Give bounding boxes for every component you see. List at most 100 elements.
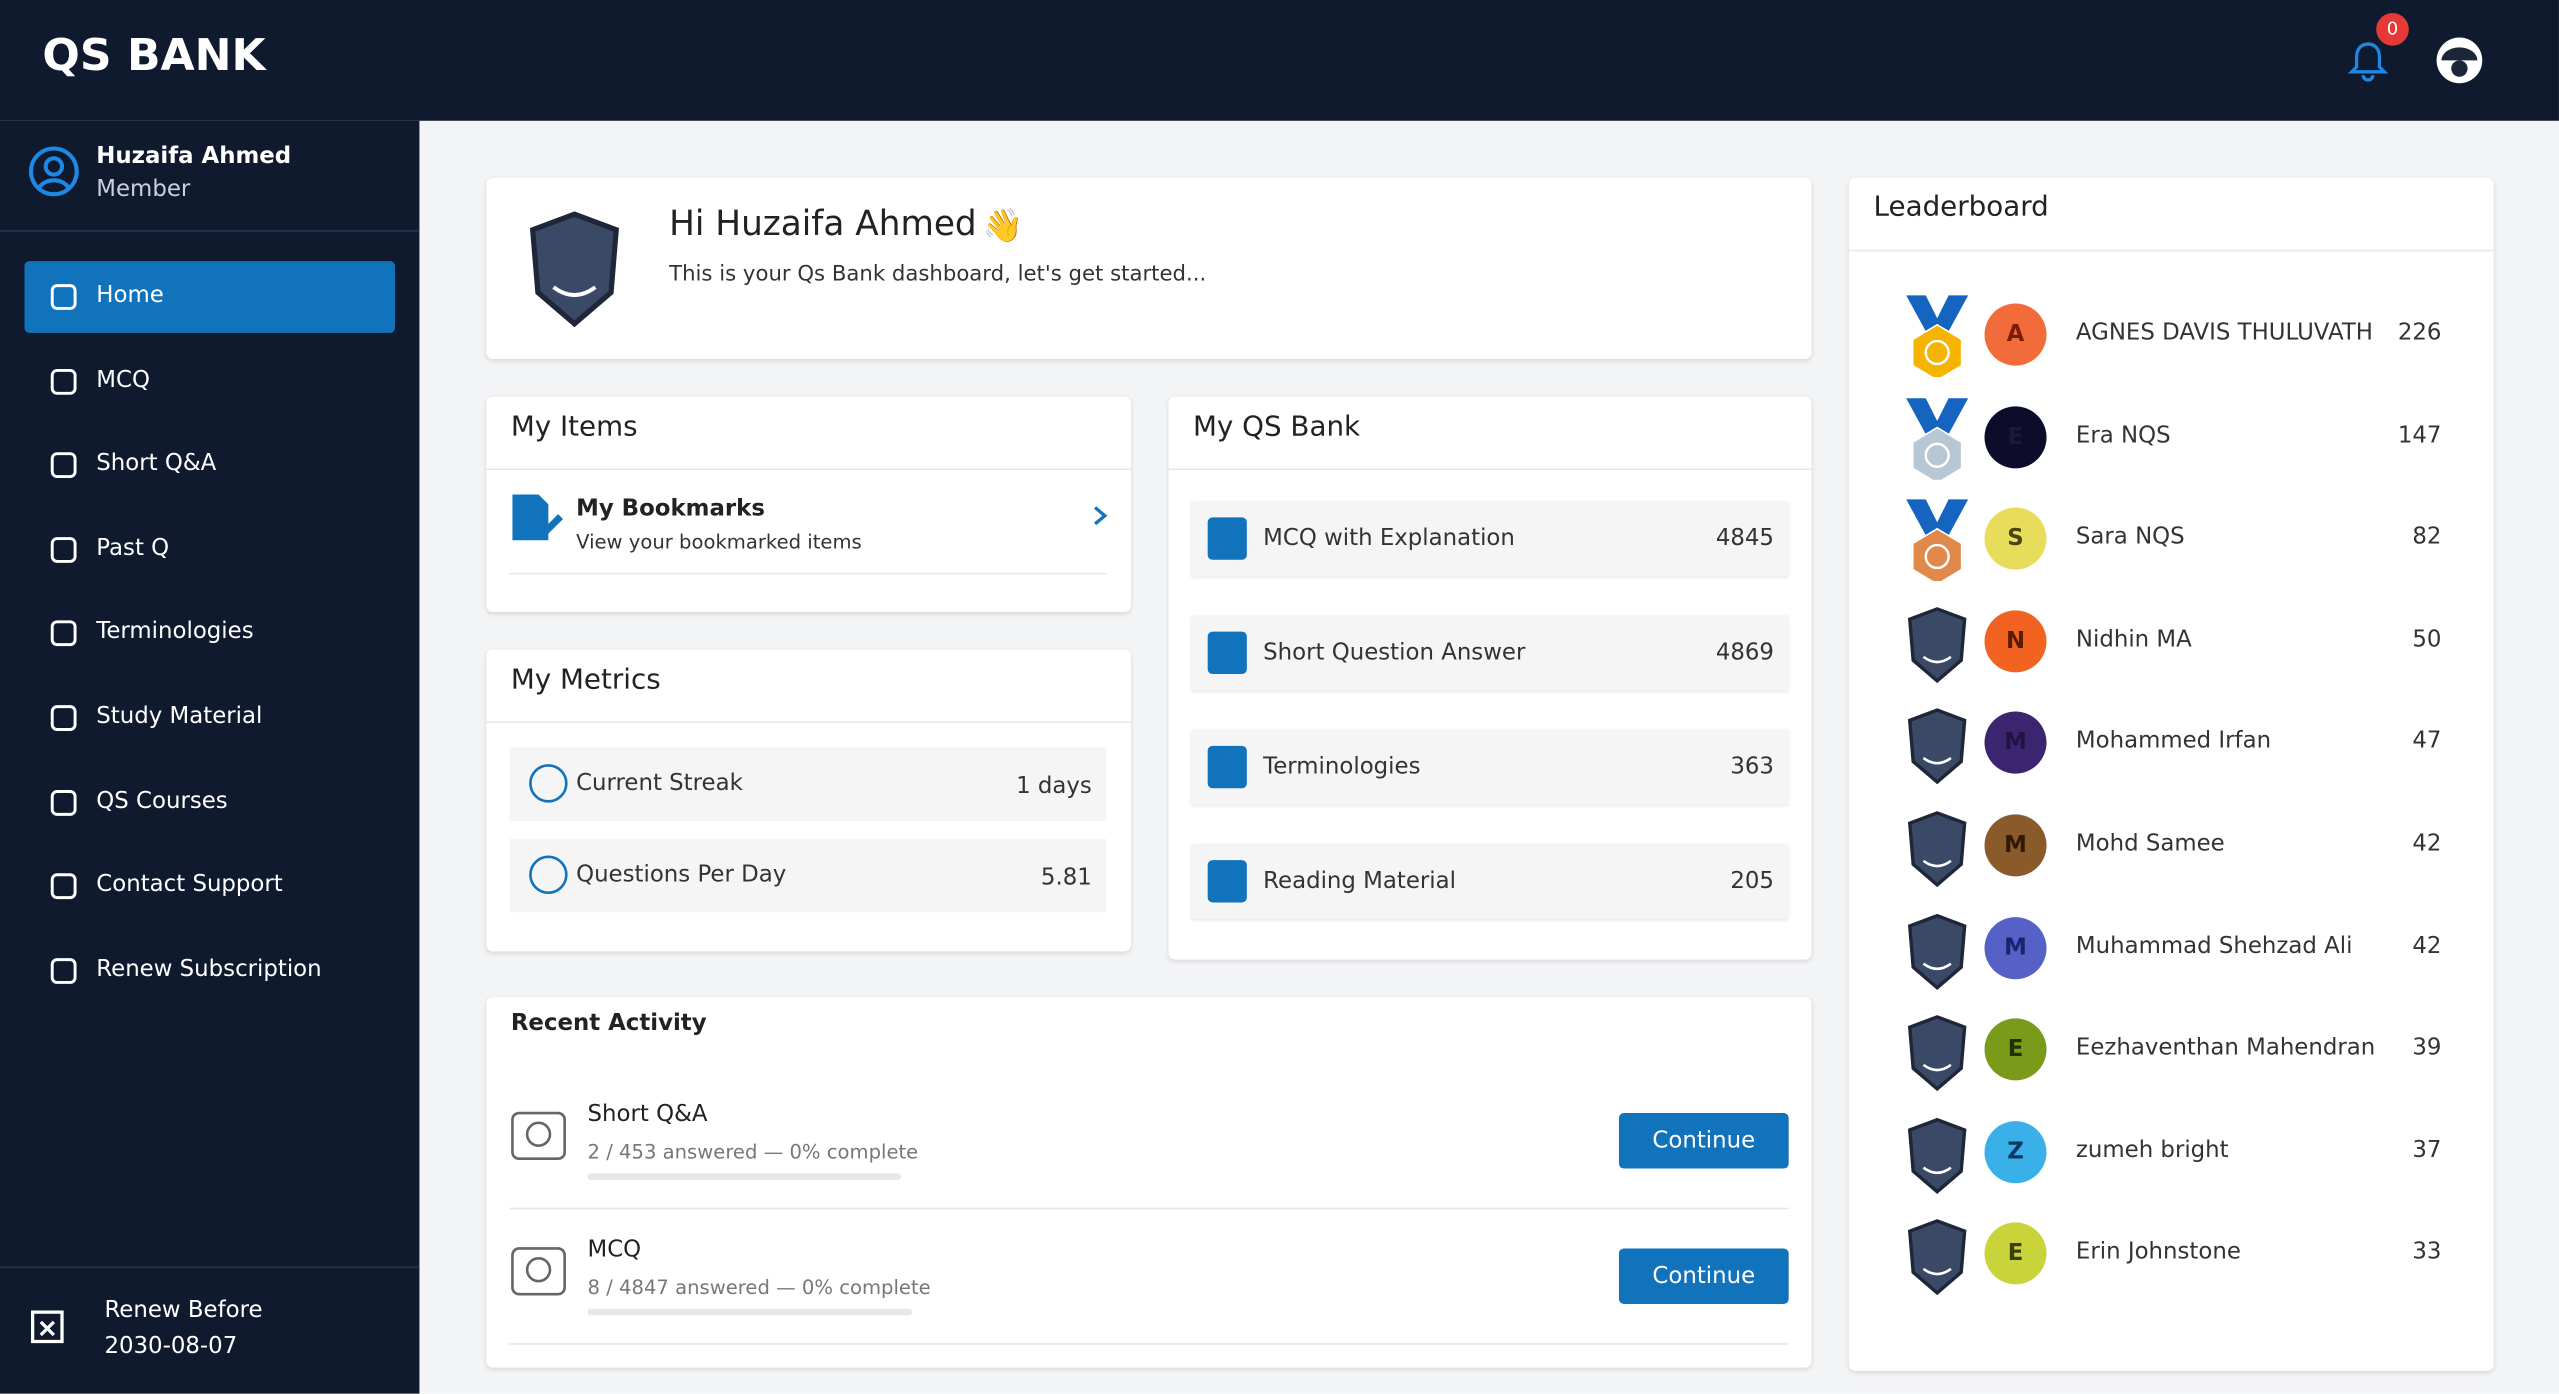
avatar: M: [1984, 814, 2047, 877]
leader-score: 37: [2412, 1137, 2442, 1164]
card-title: Recent Activity: [510, 1010, 707, 1037]
divider: [0, 230, 420, 232]
divider: [486, 721, 1131, 723]
avatar: N: [1984, 610, 2047, 673]
activity-title: Short Q&A: [587, 1101, 708, 1128]
bank-label: Reading Material: [1263, 868, 1456, 895]
metric-label: Current Streak: [576, 770, 743, 797]
medal: [1906, 397, 1969, 480]
nav-icon: [50, 452, 77, 479]
leader-name: Mohd Samee: [2075, 830, 2225, 857]
metric-row: [509, 838, 1107, 913]
progress-track: [587, 1173, 901, 1180]
welcome-subtitle: This is your Qs Bank dashboard, let's ge…: [669, 262, 1207, 288]
nav-item[interactable]: Terminologies: [96, 619, 254, 646]
leader-name: Mohammed Irfan: [2075, 728, 2272, 755]
leader-name: AGNES DAVIS THULUVATH: [2075, 319, 2373, 346]
bank-icon: [1207, 631, 1247, 675]
divider: [509, 572, 1107, 575]
user-name: Huzaifa Ahmed: [96, 143, 292, 170]
continue-button[interactable]: Continue: [1618, 1248, 1789, 1304]
avatar: E: [1984, 405, 2047, 468]
card-title: My Metrics: [510, 664, 661, 697]
leader-name: Sara NQS: [2075, 524, 2185, 551]
bank-row: [1191, 729, 1789, 805]
item-title: My Bookmarks: [576, 496, 765, 523]
shield-badge: [1907, 606, 1967, 683]
calendar-icon: [31, 1310, 64, 1344]
divider: [486, 468, 1131, 471]
activity-card: [486, 997, 1812, 1368]
shield-badge: [1907, 708, 1967, 785]
leader-name: Muhammad Shehzad Ali: [2075, 932, 2353, 959]
shield-badge: [1907, 1219, 1967, 1296]
leader-score: 33: [2412, 1239, 2442, 1266]
leader-name: Era NQS: [2075, 422, 2171, 449]
item-subtitle: View your bookmarked items: [576, 530, 862, 554]
card-title: My Items: [510, 411, 638, 444]
top-bar: [0, 0, 2559, 121]
metric-icon: [529, 855, 568, 895]
user-avatar: [2436, 37, 2483, 84]
activity-icon: [511, 1111, 566, 1161]
nav-active: [24, 261, 395, 333]
divider: [1168, 468, 1812, 471]
continue-button[interactable]: Continue: [1618, 1113, 1789, 1169]
card-title: My QS Bank: [1192, 411, 1361, 444]
user-role: Member: [96, 176, 191, 203]
nav-item[interactable]: QS Courses: [96, 787, 228, 814]
leader-score: 42: [2412, 932, 2442, 959]
shield-badge: [1907, 913, 1967, 990]
nav-item[interactable]: Past Q: [96, 534, 170, 562]
renew-label: Renew Before: [104, 1297, 263, 1324]
shield-badge: [529, 211, 620, 328]
nav-icon: [50, 620, 77, 647]
leader-name: Erin Johnstone: [2075, 1239, 2241, 1266]
nav-icon: [50, 284, 77, 310]
items-card: [486, 396, 1131, 612]
metric-label: Questions Per Day: [576, 861, 787, 888]
sidebar: [0, 120, 420, 1394]
avatar: E: [1984, 1223, 2047, 1286]
bank-row: [1191, 501, 1789, 577]
shield-badge: [1907, 811, 1967, 888]
nav-item[interactable]: MCQ: [96, 366, 150, 393]
avatar: E: [1984, 1018, 2047, 1081]
leader-score: 39: [2412, 1034, 2442, 1062]
bell-icon: [2347, 42, 2389, 82]
metric-icon: [529, 764, 568, 803]
divider: [0, 1266, 420, 1269]
leader-score: 226: [2397, 319, 2442, 346]
user-icon: [28, 146, 79, 197]
bank-value: 4869: [1715, 639, 1774, 666]
bank-icon: [1207, 517, 1247, 560]
activity-progress: 2 / 453 answered — 0% complete: [587, 1140, 919, 1164]
nav-item[interactable]: Renew Subscription: [96, 956, 322, 983]
avatar: A: [1984, 303, 2047, 366]
shield-badge: [1907, 1015, 1967, 1092]
nav-item[interactable]: Short Q&A: [96, 450, 217, 477]
bank-label: Terminologies: [1263, 753, 1421, 781]
metric-value: 5.81: [1040, 864, 1092, 892]
leader-name: Nidhin MA: [2075, 626, 2192, 653]
medal: [1906, 295, 1969, 377]
nav-item[interactable]: Study Material: [96, 703, 263, 730]
leader-score: 50: [2412, 626, 2442, 653]
nav-item[interactable]: Contact Support: [96, 871, 283, 898]
nav-icon: [50, 957, 77, 984]
bank-value: 363: [1730, 753, 1774, 781]
nav-item[interactable]: Home: [96, 282, 164, 309]
medal: [1906, 499, 1969, 582]
avatar: M: [1984, 916, 2047, 979]
bank-value: 205: [1730, 868, 1774, 895]
bank-row: [1191, 843, 1789, 919]
nav-icon: [50, 705, 77, 731]
card-title: Leaderboard: [1873, 190, 2049, 224]
leader-score: 47: [2412, 728, 2442, 755]
avatar: M: [1984, 712, 2047, 775]
wave-emoji: 👋: [982, 205, 1024, 245]
leader-score: 82: [2412, 524, 2442, 551]
progress-track: [587, 1308, 913, 1316]
